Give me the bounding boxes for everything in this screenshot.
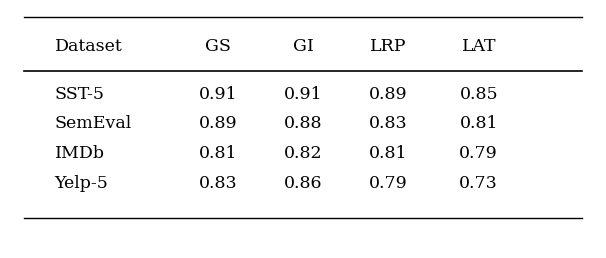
Text: IMDb: IMDb: [55, 145, 105, 162]
Text: 0.81: 0.81: [199, 145, 238, 162]
Text: 0.83: 0.83: [368, 115, 407, 132]
Text: 0.79: 0.79: [368, 175, 407, 192]
Text: LAT: LAT: [462, 38, 496, 55]
Text: GI: GI: [293, 38, 313, 55]
Text: Dataset: Dataset: [55, 38, 122, 55]
Text: 0.85: 0.85: [459, 86, 498, 103]
Text: 0.81: 0.81: [459, 115, 498, 132]
Text: 0.89: 0.89: [199, 115, 238, 132]
Text: LRP: LRP: [370, 38, 406, 55]
Text: Yelp-5: Yelp-5: [55, 175, 108, 192]
Text: 0.83: 0.83: [199, 175, 238, 192]
Text: 0.73: 0.73: [459, 175, 498, 192]
Text: 0.81: 0.81: [368, 145, 407, 162]
Text: 0.82: 0.82: [284, 145, 322, 162]
Text: 0.79: 0.79: [459, 145, 498, 162]
Text: 0.91: 0.91: [284, 86, 322, 103]
Text: SST-5: SST-5: [55, 86, 105, 103]
Text: 0.89: 0.89: [368, 86, 407, 103]
Text: 0.86: 0.86: [284, 175, 322, 192]
Text: SemEval: SemEval: [55, 115, 132, 132]
Text: 0.91: 0.91: [199, 86, 238, 103]
Text: GS: GS: [205, 38, 231, 55]
Text: 0.88: 0.88: [284, 115, 322, 132]
